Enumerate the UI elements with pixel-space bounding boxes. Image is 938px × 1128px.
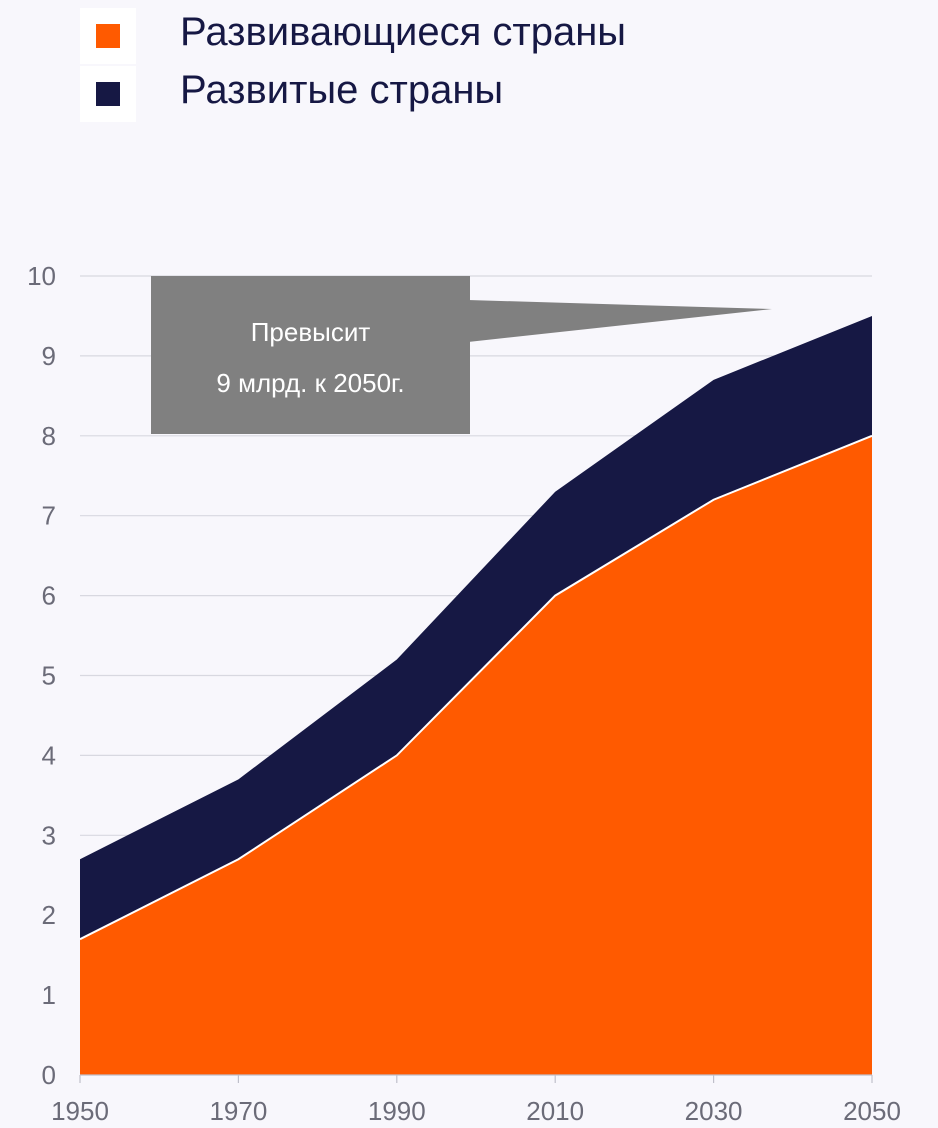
y-tick-label: 3: [42, 820, 56, 850]
callout-text-line2: 9 млрд. к 2050г.: [216, 368, 404, 398]
legend-swatch-developing: [96, 24, 120, 48]
y-tick-label: 5: [42, 661, 56, 691]
x-tick-label: 1990: [368, 1096, 426, 1126]
legend-label-developing: Развивающиеся страны: [180, 10, 627, 54]
legend-swatch-developed: [96, 82, 120, 106]
plot-areas: [79, 315, 873, 1075]
legend-swatch-frame: [80, 8, 136, 64]
y-tick-label: 0: [42, 1060, 56, 1090]
legend-swatch-frame: [80, 66, 136, 122]
y-tick-label: 9: [42, 341, 56, 371]
y-tick-label: 7: [42, 501, 56, 531]
x-tick-label: 1970: [209, 1096, 267, 1126]
x-tick-label: 2030: [685, 1096, 743, 1126]
y-tick-label: 8: [42, 421, 56, 451]
y-tick-label: 6: [42, 581, 56, 611]
x-tick-label: 2010: [526, 1096, 584, 1126]
callout: Превысит 9 млрд. к 2050г.: [151, 276, 772, 434]
area-developing: [80, 435, 872, 1075]
callout-text-line1: Превысит: [251, 317, 371, 347]
x-axis-ticks: 1950 1970 1990 2010 2030 2050: [51, 1096, 901, 1126]
y-tick-label: 10: [27, 261, 56, 291]
y-tick-label: 4: [42, 740, 56, 770]
callout-pointer: [468, 300, 772, 342]
legend-label-developed: Развитые страны: [180, 68, 504, 112]
y-axis-ticks: 0 1 2 3 4 5 6 7 8 9 10: [27, 261, 56, 1090]
y-tick-label: 2: [42, 900, 56, 930]
x-tick-label: 1950: [51, 1096, 109, 1126]
area-developed: [80, 315, 872, 940]
x-tick-label: 2050: [843, 1096, 901, 1126]
axes: [79, 1074, 873, 1083]
series-boundary-line: [79, 434, 873, 941]
y-tick-label: 1: [42, 980, 56, 1010]
callout-box: [151, 276, 470, 434]
